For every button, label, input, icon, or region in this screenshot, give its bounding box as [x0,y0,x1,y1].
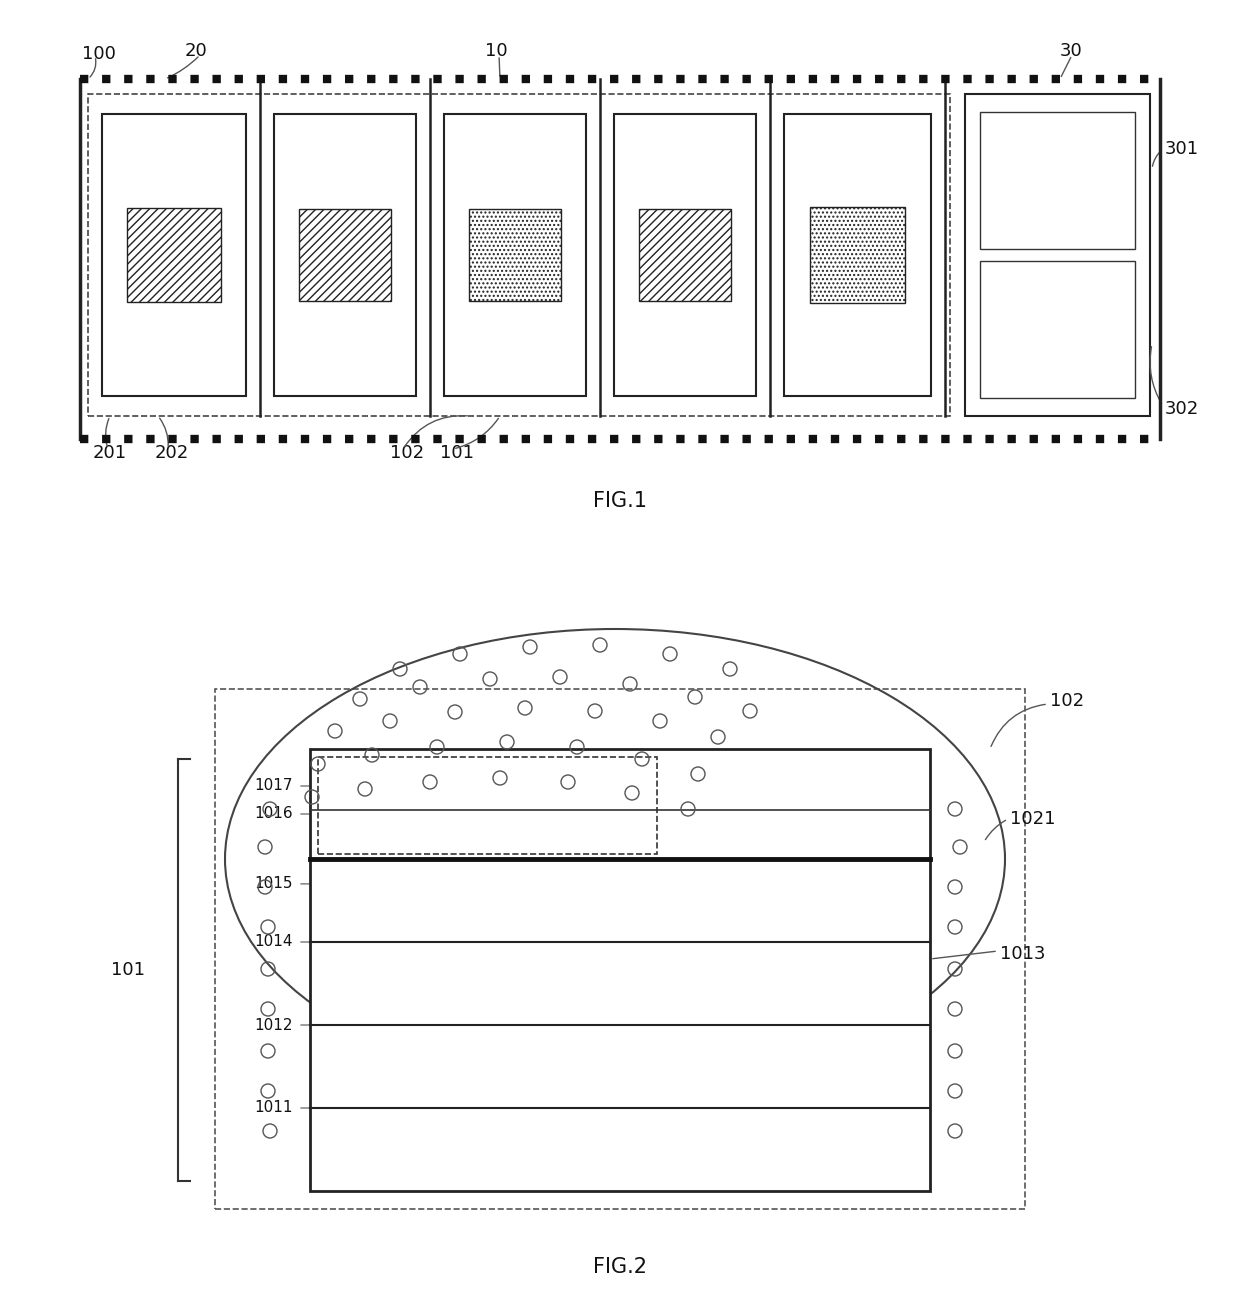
Text: 102: 102 [391,444,424,462]
Text: 201: 201 [93,444,128,462]
Text: 1012: 1012 [254,1017,293,1033]
Text: 1017: 1017 [254,779,293,793]
Text: 202: 202 [155,444,190,462]
Text: 1016: 1016 [254,806,293,822]
Bar [469,208,562,301]
Text: 101: 101 [112,961,145,979]
Bar [810,207,905,302]
Bar [784,114,931,397]
Bar [310,749,930,1191]
Text: 1013: 1013 [999,945,1045,963]
Text: 301: 301 [1166,140,1199,158]
Text: FIG.1: FIG.1 [593,491,647,511]
Bar [444,114,587,397]
Bar [102,114,247,397]
Text: FIG.2: FIG.2 [593,1257,647,1278]
Bar [614,114,756,397]
Bar [980,113,1135,249]
Text: 30: 30 [1060,42,1083,60]
Bar [88,94,950,416]
Bar [980,260,1135,398]
Bar [215,689,1025,1210]
Bar [639,208,732,301]
Text: 102: 102 [1050,692,1084,709]
Bar [274,114,417,397]
Text: 101: 101 [440,444,474,462]
Text: 1021: 1021 [1011,810,1055,829]
Bar [965,94,1149,416]
Text: 20: 20 [185,42,208,60]
Text: 302: 302 [1166,401,1199,418]
Text: 100: 100 [82,45,115,63]
Bar [317,757,657,853]
Text: 1011: 1011 [254,1101,293,1115]
Text: 1014: 1014 [254,935,293,949]
Bar [299,208,392,301]
Text: 10: 10 [485,42,507,60]
Bar [126,208,221,302]
Text: 1015: 1015 [254,877,293,891]
